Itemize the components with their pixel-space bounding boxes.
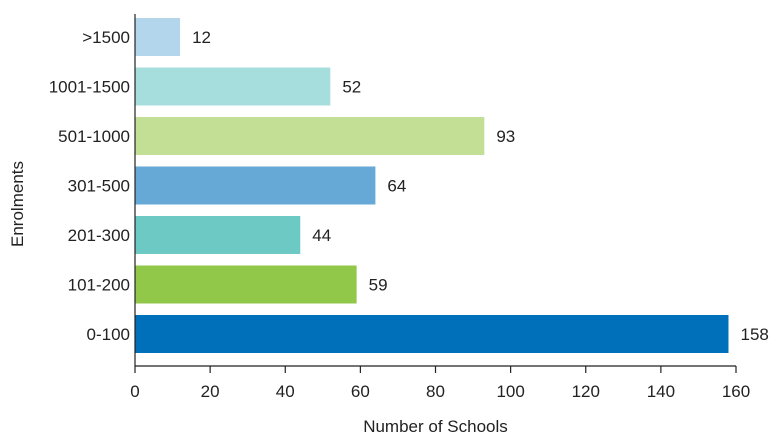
bar-1	[135, 67, 331, 106]
x-tick-label-8: 160	[722, 382, 750, 401]
category-label-0: >1500	[82, 28, 130, 47]
bar-2	[135, 117, 485, 155]
data-label-5: 59	[369, 276, 388, 295]
x-tick-label-7: 140	[647, 382, 675, 401]
bar-3	[135, 166, 376, 205]
bars-group	[135, 18, 729, 353]
category-label-2: 501-1000	[58, 127, 130, 146]
data-label-2: 93	[496, 127, 515, 146]
x-axis: 0 20 40 60 80 100 120 140 160	[130, 365, 750, 401]
x-tick-label-2: 40	[276, 382, 295, 401]
bar-0	[135, 18, 181, 56]
x-axis-title: Number of Schools	[363, 417, 508, 436]
category-label-6: 0-100	[87, 325, 130, 344]
category-label-3: 301-500	[68, 177, 130, 196]
bar-5	[135, 265, 357, 304]
data-label-3: 64	[387, 177, 406, 196]
data-label-0: 12	[192, 28, 211, 47]
y-axis-title: Enrolments	[8, 161, 27, 247]
x-tick-label-3: 60	[351, 382, 370, 401]
category-label-1: 1001-1500	[49, 78, 130, 97]
category-label-4: 201-300	[68, 226, 130, 245]
data-label-6: 158	[740, 325, 768, 344]
category-labels-group: >1500 1001-1500 501-1000 301-500 201-300 101-…	[49, 28, 130, 344]
x-tick-label-0: 0	[130, 382, 139, 401]
x-tick-label-1: 20	[201, 382, 220, 401]
x-tick-label-4: 80	[426, 382, 445, 401]
data-labels-group: 12 52 93 64 44 59 158	[192, 28, 769, 344]
data-label-1: 52	[342, 78, 361, 97]
x-tick-label-6: 120	[572, 382, 600, 401]
bar-4	[135, 216, 301, 254]
bar-6	[135, 315, 729, 353]
data-label-4: 44	[312, 226, 331, 245]
category-label-5: 101-200	[68, 276, 130, 295]
x-tick-label-5: 100	[496, 382, 524, 401]
